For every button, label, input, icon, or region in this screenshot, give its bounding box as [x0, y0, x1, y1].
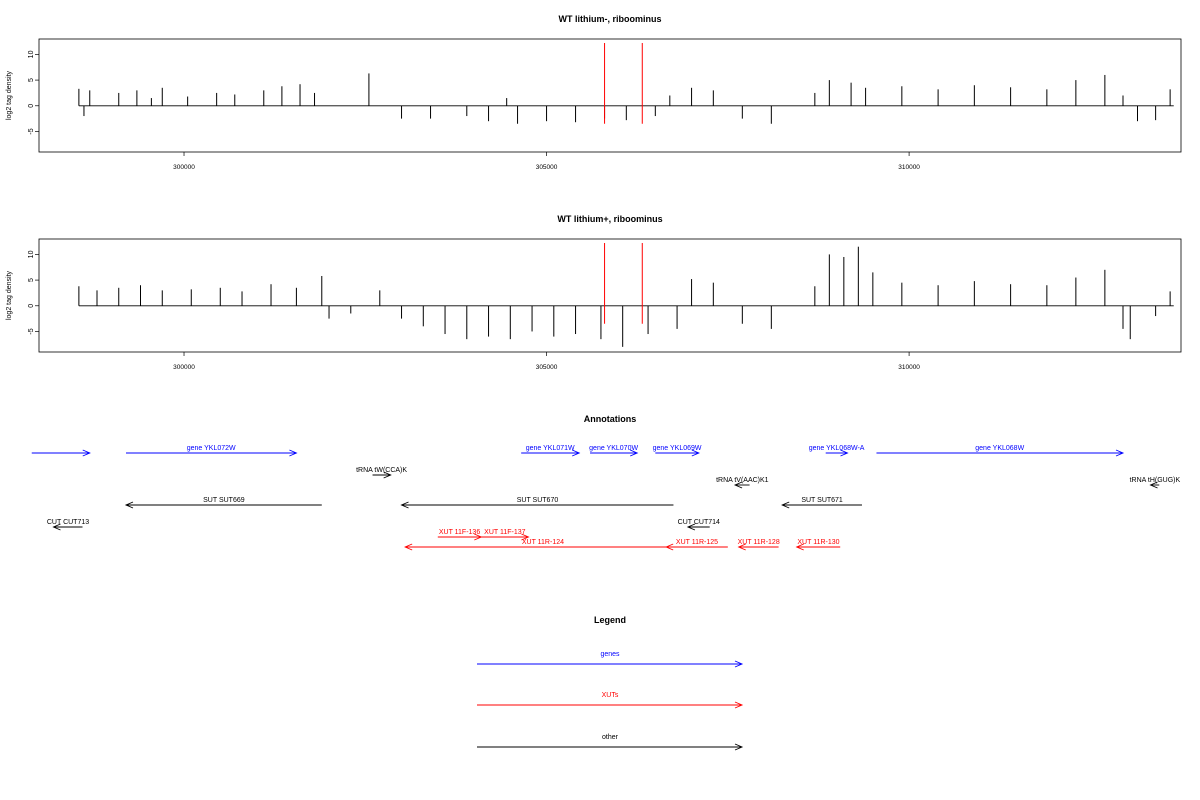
x-tick-label: 305000: [536, 364, 558, 371]
feature-label: tRNA tW(CCA)K: [356, 467, 407, 474]
feature-label: XUT 11R-128: [738, 539, 780, 546]
legend-label: XUTs: [602, 692, 619, 699]
y-tick-label: -5: [28, 328, 35, 334]
feature-arrow-arrowhead: [474, 533, 483, 541]
feature-arrow-arrowhead: [52, 523, 61, 531]
y-tick-label: -5: [28, 128, 35, 134]
feature-arrow-arrowhead: [737, 543, 746, 551]
feature-arrow-arrowhead: [400, 501, 409, 509]
feature-arrow-arrowhead: [521, 533, 530, 541]
feature-arrow-arrowhead: [1149, 481, 1158, 489]
feature-arrow-arrowhead: [630, 449, 639, 457]
feature-label: XUT 11F-136: [439, 529, 480, 536]
y-tick-label: 10: [28, 50, 35, 58]
feature-label: gene YKL069W: [653, 445, 702, 452]
feature-arrow-arrowhead: [733, 481, 743, 489]
feature-label: XUT 11R-130: [797, 539, 839, 546]
feature-arrow-arrowhead: [289, 449, 298, 457]
feature-arrow-arrowhead: [686, 523, 696, 531]
y-tick-label: 0: [28, 304, 35, 308]
y-tick-label: 5: [28, 278, 35, 282]
feature-arrow-arrowhead: [840, 449, 849, 457]
x-tick-label: 300000: [173, 364, 195, 371]
feature-label: gene YKL070W: [589, 445, 638, 452]
y-tick-label: 0: [28, 104, 35, 108]
feature-label: gene YKL068W: [975, 445, 1024, 452]
y-axis-label: log2 tag density: [6, 70, 13, 120]
legend-label: other: [602, 734, 619, 741]
x-tick-label: 310000: [898, 364, 920, 371]
feature-label: XUT 11F-137: [484, 529, 525, 536]
feature-label: tRNA tV(AAC)K1: [716, 477, 769, 484]
plot-frame: [38, 238, 1182, 353]
legend-arrow-arrowhead: [734, 701, 744, 709]
feature-arrow-arrowhead: [82, 449, 91, 457]
feature-label: XUT 11R-125: [676, 539, 718, 546]
feature-label: gene YKL071W: [526, 445, 575, 452]
feature-arrow-arrowhead: [1115, 449, 1125, 457]
feature-arrow-arrowhead: [124, 501, 134, 509]
x-tick-label: 310000: [898, 164, 920, 171]
feature-label: XUT 11R-124: [522, 539, 564, 546]
x-tick-label: 305000: [536, 164, 558, 171]
feature-arrow-arrowhead: [795, 543, 804, 551]
annotations-title: Annotations: [584, 414, 637, 424]
feature-label: gene YKL072W: [187, 445, 236, 452]
feature-arrow-arrowhead: [383, 471, 392, 479]
feature-label: CUT CUT713: [47, 519, 89, 526]
legend-label: genes: [600, 651, 620, 658]
legend-arrow-arrowhead: [734, 660, 744, 668]
feature-label: CUT CUT714: [678, 519, 720, 526]
legend-title: Legend: [594, 615, 626, 625]
panel-title: WT lithium+, riboominus: [557, 214, 662, 224]
feature-label: SUT SUT671: [801, 497, 843, 504]
y-tick-label: 10: [28, 250, 35, 258]
feature-arrow-arrowhead: [572, 449, 581, 457]
feature-label: SUT SUT670: [517, 497, 559, 504]
x-tick-label: 300000: [173, 164, 195, 171]
plot-frame: [38, 38, 1182, 153]
y-tick-label: 5: [28, 78, 35, 82]
feature-label: gene YKL068W-A: [809, 445, 865, 452]
y-axis-label: log2 tag density: [6, 270, 13, 320]
feature-label: SUT SUT669: [203, 497, 245, 504]
feature-arrow-arrowhead: [404, 543, 413, 551]
feature-arrow-arrowhead: [781, 501, 790, 509]
feature-label: tRNA tH(GUG)K: [1130, 477, 1181, 484]
legend-arrow-arrowhead: [734, 743, 744, 751]
panel-title: WT lithium-, riboominus: [559, 14, 662, 24]
feature-arrow-arrowhead: [691, 449, 700, 457]
feature-arrow-arrowhead: [665, 543, 674, 551]
